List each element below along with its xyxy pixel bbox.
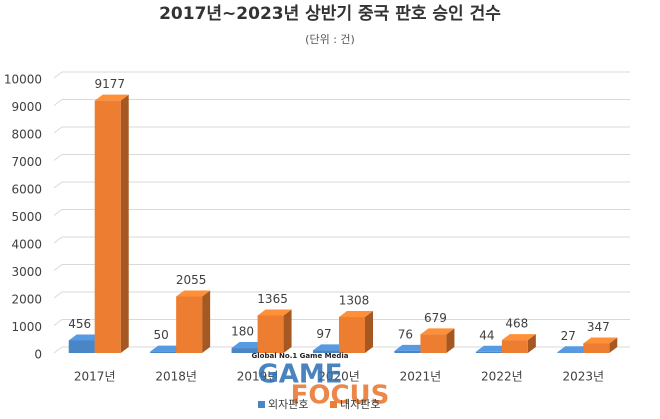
bar <box>257 315 284 353</box>
value-label: 347 <box>587 320 610 334</box>
bar-top <box>394 344 429 351</box>
watermark-tagline: Global No.1 Game Media <box>252 352 349 360</box>
chart-subtitle: (단위 : 건) <box>305 33 355 46</box>
bar <box>339 317 365 353</box>
legend-label: 외자판호 <box>268 398 308 411</box>
value-label: 97 <box>316 327 331 341</box>
y-tick-label: 0 <box>34 348 42 362</box>
value-label: 2055 <box>176 273 207 287</box>
x-tick-label: 2020년 <box>318 370 360 384</box>
value-label: 1308 <box>339 294 370 308</box>
grid-line <box>53 264 630 271</box>
bar-side <box>120 94 129 353</box>
bar-top <box>339 311 373 318</box>
value-label: 9177 <box>94 77 125 91</box>
grid-line <box>53 209 630 216</box>
value-label: 44 <box>479 328 494 342</box>
value-label: 27 <box>561 329 576 343</box>
grid-line <box>53 236 630 244</box>
grid-line <box>53 126 630 134</box>
grid-line <box>53 181 630 189</box>
bar-side <box>283 309 292 353</box>
bar <box>68 340 95 353</box>
y-tick-label: 3000 <box>11 265 42 279</box>
bar <box>420 334 447 353</box>
x-tick-label: 2018년 <box>155 370 197 384</box>
grid-line <box>53 319 630 326</box>
value-label: 76 <box>398 327 413 341</box>
value-label: 468 <box>505 317 528 331</box>
value-label: 456 <box>68 317 91 331</box>
bar <box>394 350 421 353</box>
legend-swatch <box>258 401 265 408</box>
y-tick-label: 5000 <box>11 210 42 224</box>
x-tick-label: 2017년 <box>74 370 116 384</box>
bar-top <box>501 334 536 341</box>
bar <box>501 340 528 353</box>
chart-title: 2017년~2023년 상반기 중국 판호 승인 건수 <box>159 4 501 24</box>
grid-line <box>53 99 630 106</box>
y-tick-label: 6000 <box>11 183 42 197</box>
bar-top <box>231 342 266 349</box>
value-label: 50 <box>154 328 169 342</box>
bar <box>231 348 258 353</box>
y-tick-label: 10000 <box>4 73 42 87</box>
bar-side <box>527 334 536 353</box>
y-tick-label: 8000 <box>11 128 42 142</box>
bar-top <box>94 94 129 101</box>
bar <box>475 351 502 353</box>
value-label: 1365 <box>257 292 288 306</box>
legend-label: 내자판호 <box>340 398 380 411</box>
value-label: 679 <box>424 311 447 325</box>
bar-side <box>202 290 211 353</box>
bar-top <box>420 328 455 335</box>
bar-side <box>365 311 373 353</box>
bar-top <box>475 345 510 352</box>
bar-side <box>446 328 455 353</box>
x-tick-label: 2019년 <box>237 370 279 384</box>
bar <box>557 352 584 353</box>
bar-side <box>609 337 618 353</box>
bar-top <box>557 346 592 353</box>
y-tick-label: 9000 <box>11 100 42 114</box>
bar-top <box>583 337 618 344</box>
bar <box>150 351 177 353</box>
y-tick-label: 7000 <box>11 155 42 169</box>
legend-swatch <box>330 401 337 408</box>
grid-line <box>53 291 630 299</box>
x-tick-label: 2021년 <box>400 370 442 384</box>
watermark-line1: GAME <box>257 360 342 390</box>
bar-top <box>68 334 103 341</box>
y-tick-label: 1000 <box>11 320 42 334</box>
grid-line <box>53 71 630 79</box>
bar-top <box>150 345 185 352</box>
y-tick-label: 4000 <box>11 238 42 252</box>
bar <box>94 100 121 353</box>
value-label: 180 <box>231 325 254 339</box>
plot-area: 0 1000 2000 3000 4000 5000 6000 7000 8000 9000 100… <box>4 71 630 384</box>
bar-top <box>176 290 211 297</box>
grid-line <box>53 154 630 161</box>
watermark-line2: FOCUS <box>291 381 390 411</box>
x-tick-label: 2023년 <box>562 370 604 384</box>
x-tick-label: 2022년 <box>481 370 523 384</box>
bar <box>583 343 610 353</box>
bar <box>176 296 203 353</box>
y-tick-label: 2000 <box>11 293 42 307</box>
bar-top <box>257 309 292 316</box>
bar-top <box>313 344 347 351</box>
bar <box>313 350 339 353</box>
